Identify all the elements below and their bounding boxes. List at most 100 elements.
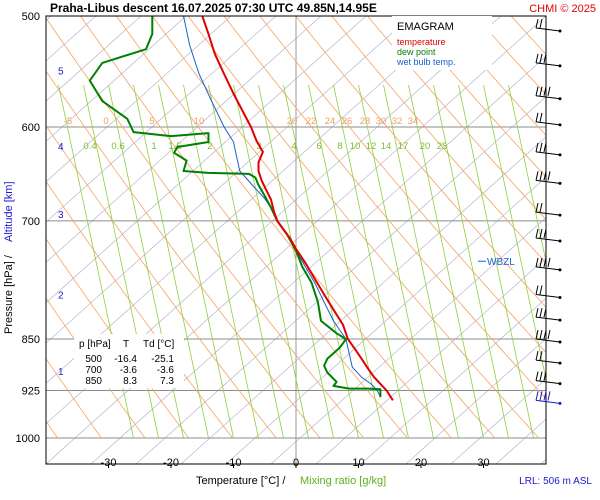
value-table-box: [74, 334, 184, 388]
guide-line: [46, 16, 322, 263]
dry-adiabat-line: [583, 16, 600, 438]
wind-barb-feather: [535, 53, 539, 63]
guide-line: [46, 16, 367, 304]
mixing-ratio-line: [433, 84, 509, 439]
dry-adiabat-line: [547, 16, 600, 438]
wind-barb-feather: [543, 329, 547, 340]
wind-barb: [535, 351, 562, 365]
wind-barb-staff: [535, 121, 561, 126]
guide-line: [46, 16, 142, 102]
dry-adiabat-line: [46, 70, 321, 439]
wind-barb-feather: [539, 371, 543, 381]
x-tick-label: 0: [293, 457, 299, 469]
wind-barb-feather: [535, 228, 539, 239]
wind-barb-feather: [547, 329, 551, 340]
wind-barb-dot: [558, 401, 562, 405]
pressure-tick-label: 925: [22, 386, 40, 398]
wbzl-marker: WBZL: [478, 257, 515, 268]
wind-barb-feather: [539, 308, 543, 318]
wind-barb-feather: [539, 285, 543, 295]
wind-barb-staff: [535, 316, 561, 321]
table-cell: 8.3: [123, 376, 137, 387]
wind-barb-staff: [535, 95, 561, 100]
legend-dewpoint: dew point: [397, 47, 436, 57]
x-tick-label: -20: [163, 457, 179, 469]
wind-barb-dot: [558, 239, 562, 243]
wind-barb-feather: [543, 86, 547, 96]
dry-adiabat-label: -5: [64, 116, 72, 127]
wind-barb: [535, 391, 562, 405]
wind-barb-dot: [558, 153, 562, 157]
x-tick-label: -30: [101, 457, 117, 469]
wind-barb-feather: [535, 171, 539, 181]
wind-barb-feather: [543, 308, 547, 318]
wind-barb: [535, 171, 562, 185]
table-cell: 850: [85, 376, 102, 387]
mixing-ratio-line: [133, 84, 209, 439]
dry-adiabat-label: 32: [392, 116, 403, 127]
mixing-ratio-line: [308, 84, 384, 439]
wind-barb-dot: [558, 123, 562, 127]
wind-barb-staff: [535, 399, 561, 404]
mixing-ratio-line: [508, 84, 546, 264]
wind-barb-dot: [558, 64, 562, 68]
legend-wetbulb: wet bulb temp.: [396, 57, 456, 67]
value-table: p [hPa] T Td [°C] 500 -16.4 -25.1 700 -3…: [74, 334, 184, 388]
wind-barb-feather: [539, 112, 543, 123]
mixing-ratio-line: [158, 84, 234, 439]
wind-barb-feather: [539, 257, 543, 268]
wind-barb: [535, 142, 562, 157]
wind-barb-feather: [539, 86, 543, 96]
dry-adiabat-line: [80, 16, 408, 439]
dry-adiabat-line: [367, 16, 546, 221]
wind-barb-feather: [543, 228, 547, 239]
mixing-ratio-label: 25: [437, 141, 448, 152]
wind-barb: [535, 285, 562, 299]
mixing-ratio-line: [258, 84, 334, 439]
dry-adiabat-line: [46, 17, 365, 439]
guide-line: [135, 96, 546, 464]
legend-box: [392, 16, 492, 70]
dry-adiabat-label: 34: [408, 116, 419, 127]
table-cell: -3.6: [120, 365, 138, 376]
wind-barb: [535, 202, 562, 217]
mixing-ratio-line: [358, 84, 434, 439]
mixing-ratio-label: 20: [420, 141, 431, 152]
wind-barb-staff: [535, 151, 561, 156]
wind-barb-dot: [558, 97, 562, 101]
table-cell: 500: [85, 354, 102, 365]
wind-barb-dot: [558, 29, 562, 33]
temperature-profile: [201, 16, 394, 401]
wind-barb-feather: [539, 53, 543, 63]
mixing-ratio-line: [458, 84, 534, 439]
mixing-ratio-line: [283, 84, 359, 439]
mixing-ratio-label: 1: [151, 141, 156, 152]
wind-barb: [535, 308, 562, 322]
guide-line: [180, 136, 546, 464]
wind-barb-dot: [558, 382, 562, 386]
wind-barb-staff: [535, 211, 561, 216]
dry-adiabat-line: [403, 16, 546, 178]
wind-barb: [535, 257, 562, 272]
mixing-ratio-label: 14: [381, 141, 392, 152]
x-tick-label: 20: [415, 457, 427, 469]
wind-barb-feather: [547, 86, 551, 96]
guide-line: [46, 16, 277, 223]
pressure-tick-label: 850: [22, 334, 40, 346]
mixing-ratio-label: 8: [337, 141, 342, 152]
dry-adiabat-label: 20: [287, 116, 298, 127]
wind-barb: [535, 112, 562, 127]
wind-barb-staff: [535, 266, 561, 271]
mixing-ratio-line: [233, 84, 309, 439]
table-cell: -3.6: [157, 365, 175, 376]
x-tick-label: -10: [226, 457, 242, 469]
wind-barb: [535, 329, 562, 344]
wind-barb-feather: [535, 329, 539, 340]
wind-barb-feather: [539, 142, 543, 152]
dry-adiabat-line: [187, 16, 540, 439]
mixing-ratio-label: 2: [207, 141, 212, 152]
legend-temperature: temperature: [397, 37, 446, 47]
wind-barb-staff: [535, 380, 561, 385]
dewpoint-profile: [88, 16, 382, 398]
